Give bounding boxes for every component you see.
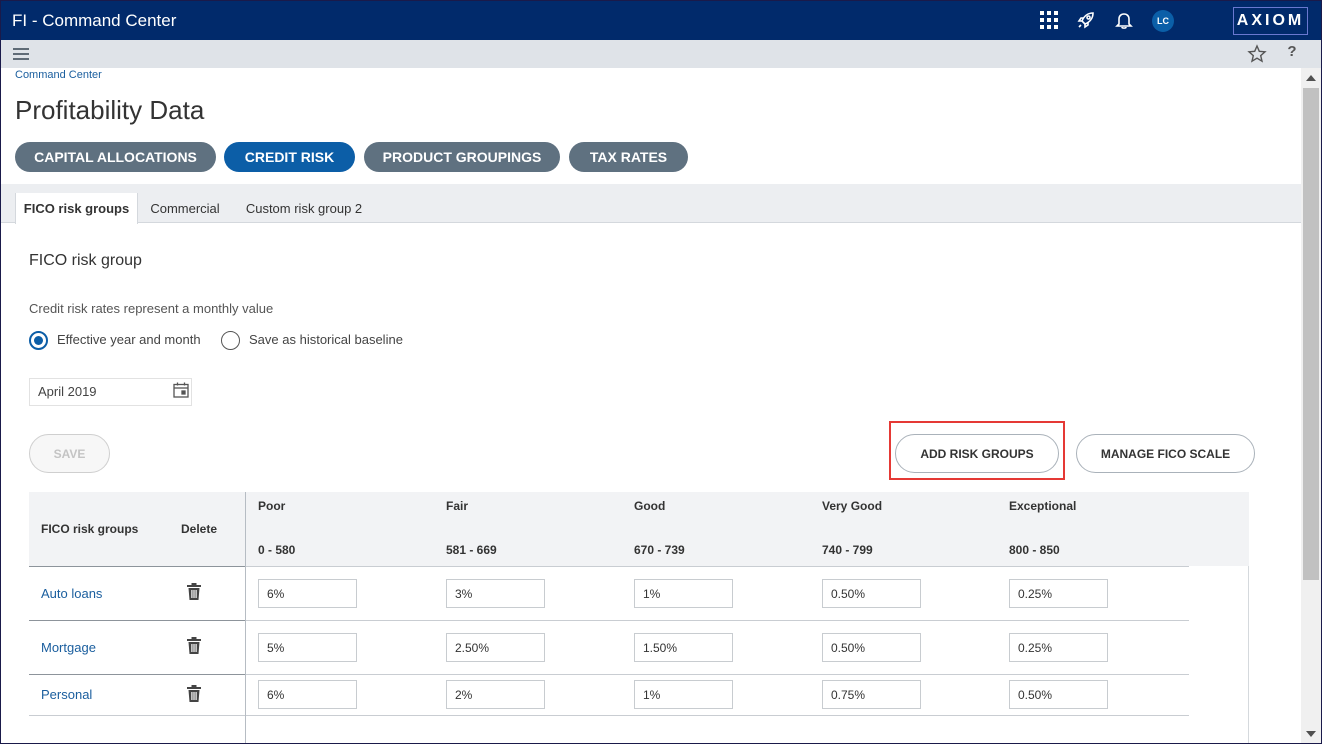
row-separator <box>29 566 245 567</box>
row-separator <box>246 674 1189 675</box>
row-separator <box>246 715 1189 716</box>
col-header-fair: Fair <box>446 499 469 513</box>
axiom-logo: AXIOM <box>1233 7 1308 35</box>
row-separator <box>246 620 1189 621</box>
rate-input-auto-loans-poor[interactable]: 6% <box>258 579 357 608</box>
row-label-mortgage[interactable]: Mortgage <box>41 640 96 655</box>
rate-input-auto-loans-fair[interactable]: 3% <box>446 579 545 608</box>
rate-input-mortgage-very-good[interactable]: 0.50% <box>822 633 921 662</box>
rate-input-auto-loans-good[interactable]: 1% <box>634 579 733 608</box>
vertical-scrollbar[interactable] <box>1301 68 1321 743</box>
user-avatar[interactable]: LC <box>1152 10 1174 32</box>
tab-strip: FICO risk groups Commercial Custom risk … <box>1 184 1301 224</box>
scroll-up-arrow-icon[interactable] <box>1306 75 1316 81</box>
hamburger-menu-icon[interactable] <box>12 45 30 63</box>
add-risk-groups-button[interactable]: ADD RISK GROUPS <box>895 434 1059 473</box>
rate-input-mortgage-good[interactable]: 1.50% <box>634 633 733 662</box>
rate-input-auto-loans-exceptional[interactable]: 0.25% <box>1009 579 1108 608</box>
col-header-delete: Delete <box>181 522 218 536</box>
col-range-very-good: 740 - 799 <box>822 543 873 557</box>
col-range-good: 670 - 739 <box>634 543 685 557</box>
rates-note: Credit risk rates represent a monthly va… <box>29 301 274 316</box>
scroll-down-arrow-icon[interactable] <box>1306 731 1316 737</box>
breadcrumb-command-center[interactable]: Command Center <box>15 69 102 81</box>
effective-date-field[interactable]: April 2019 <box>29 378 192 406</box>
manage-fico-scale-button[interactable]: MANAGE FICO SCALE <box>1076 434 1255 473</box>
table-header <box>29 492 1249 566</box>
pill-tax-rates[interactable]: TAX RATES <box>569 142 688 172</box>
top-header: FI - Command Center <box>1 1 1321 40</box>
col-range-exceptional: 800 - 850 <box>1009 543 1060 557</box>
trash-icon[interactable] <box>186 685 202 703</box>
apps-grid-icon[interactable] <box>1038 9 1060 31</box>
row-separator <box>29 715 245 716</box>
row-separator <box>29 620 245 621</box>
section-title: FICO risk group <box>29 252 142 269</box>
rate-input-personal-poor[interactable]: 6% <box>258 680 357 709</box>
tab-custom-risk-group-2[interactable]: Custom risk group 2 <box>245 200 363 216</box>
tab-commercial[interactable]: Commercial <box>150 200 220 216</box>
radio-label-effective: Effective year and month <box>57 332 201 347</box>
trash-icon[interactable] <box>186 637 202 655</box>
help-icon[interactable]: ? <box>1287 43 1297 60</box>
row-separator <box>29 674 245 675</box>
rate-input-personal-good[interactable]: 1% <box>634 680 733 709</box>
star-icon[interactable] <box>1247 44 1267 64</box>
row-separator <box>246 566 1189 567</box>
app-title: FI - Command Center <box>12 11 177 30</box>
radio-effective-year-month[interactable] <box>29 331 48 350</box>
col-header-very-good: Very Good <box>822 499 883 513</box>
rate-input-mortgage-fair[interactable]: 2.50% <box>446 633 545 662</box>
col-header-fico-risk-groups: FICO risk groups <box>41 522 139 536</box>
pill-capital-allocations[interactable]: CAPITAL ALLOCATIONS <box>15 142 216 172</box>
tab-fico-risk-groups[interactable]: FICO risk groups <box>15 193 138 224</box>
trash-icon[interactable] <box>186 583 202 601</box>
radio-historical-baseline[interactable] <box>221 331 240 350</box>
row-label-auto-loans[interactable]: Auto loans <box>41 586 103 601</box>
col-header-poor: Poor <box>258 499 286 513</box>
rate-input-mortgage-poor[interactable]: 5% <box>258 633 357 662</box>
table-divider <box>245 492 246 743</box>
col-header-good: Good <box>634 499 666 513</box>
save-button[interactable]: SAVE <box>29 434 110 473</box>
page-title: Profitability Data <box>15 95 205 125</box>
bell-icon[interactable] <box>1113 9 1135 31</box>
pill-product-groupings[interactable]: PRODUCT GROUPINGS <box>364 142 560 172</box>
col-range-fair: 581 - 669 <box>446 543 497 557</box>
col-range-poor: 0 - 580 <box>258 543 296 557</box>
rocket-icon[interactable] <box>1075 9 1097 31</box>
rate-input-personal-fair[interactable]: 2% <box>446 680 545 709</box>
table-right-border <box>1248 566 1249 743</box>
scroll-thumb[interactable] <box>1303 88 1319 580</box>
rate-input-personal-very-good[interactable]: 0.75% <box>822 680 921 709</box>
rate-input-personal-exceptional[interactable]: 0.50% <box>1009 680 1108 709</box>
row-label-personal[interactable]: Personal <box>41 687 93 702</box>
sub-toolbar: ? <box>1 40 1321 68</box>
rate-input-mortgage-exceptional[interactable]: 0.25% <box>1009 633 1108 662</box>
pill-credit-risk[interactable]: CREDIT RISK <box>224 142 355 172</box>
calendar-icon[interactable] <box>172 381 190 399</box>
rate-input-auto-loans-very-good[interactable]: 0.50% <box>822 579 921 608</box>
col-header-exceptional: Exceptional <box>1009 499 1077 513</box>
radio-label-historical: Save as historical baseline <box>249 332 403 347</box>
